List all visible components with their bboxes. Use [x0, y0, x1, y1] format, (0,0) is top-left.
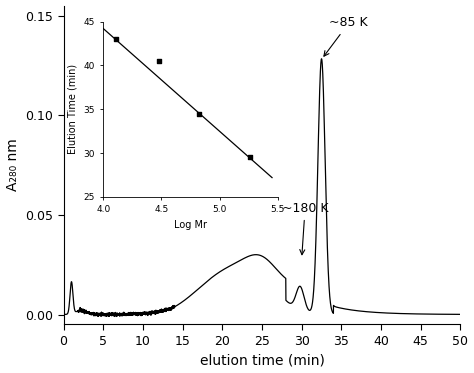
X-axis label: elution time (min): elution time (min) — [200, 354, 324, 367]
Text: ~85 K: ~85 K — [324, 16, 368, 56]
Y-axis label: A₂₈₀ nm: A₂₈₀ nm — [6, 139, 19, 191]
Text: ~180 K: ~180 K — [282, 202, 328, 255]
